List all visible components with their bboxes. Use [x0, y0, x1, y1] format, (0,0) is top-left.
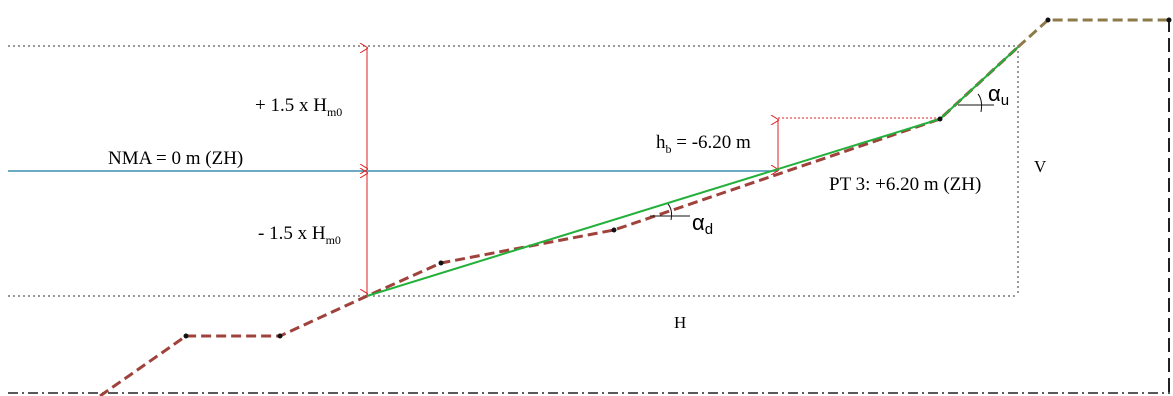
hb-label: hb = -6.20 m — [656, 132, 751, 156]
profile-point — [937, 116, 943, 122]
water-level-label: NMA = 0 m (ZH) — [108, 148, 243, 169]
profile-point — [438, 260, 444, 266]
alpha-u-angle-marker — [958, 93, 994, 113]
lower-slope-fit-line — [366, 118, 941, 297]
alpha-u-label: αu — [988, 81, 1009, 109]
upper-range-label: + 1.5 x Hm0 — [255, 95, 342, 119]
profile-point — [1045, 17, 1051, 23]
profile-line — [99, 45, 1020, 396]
upper-slope-fit-line — [939, 46, 1019, 120]
profile-upper-line — [1016, 18, 1169, 49]
horizontal-label: H — [674, 313, 686, 332]
profile-points — [183, 17, 1172, 339]
point-label: PT 3: +6.20 m (ZH) — [829, 174, 981, 195]
alpha-d-label: αd — [692, 210, 713, 238]
profile-point — [183, 333, 189, 339]
profile-point — [611, 227, 617, 233]
vertical-label: V — [1034, 157, 1047, 176]
profile-point — [277, 333, 283, 339]
lower-range-label: - 1.5 x Hm0 — [258, 223, 341, 247]
alpha-d-angle-marker — [650, 203, 690, 221]
profile-point — [1166, 17, 1172, 23]
